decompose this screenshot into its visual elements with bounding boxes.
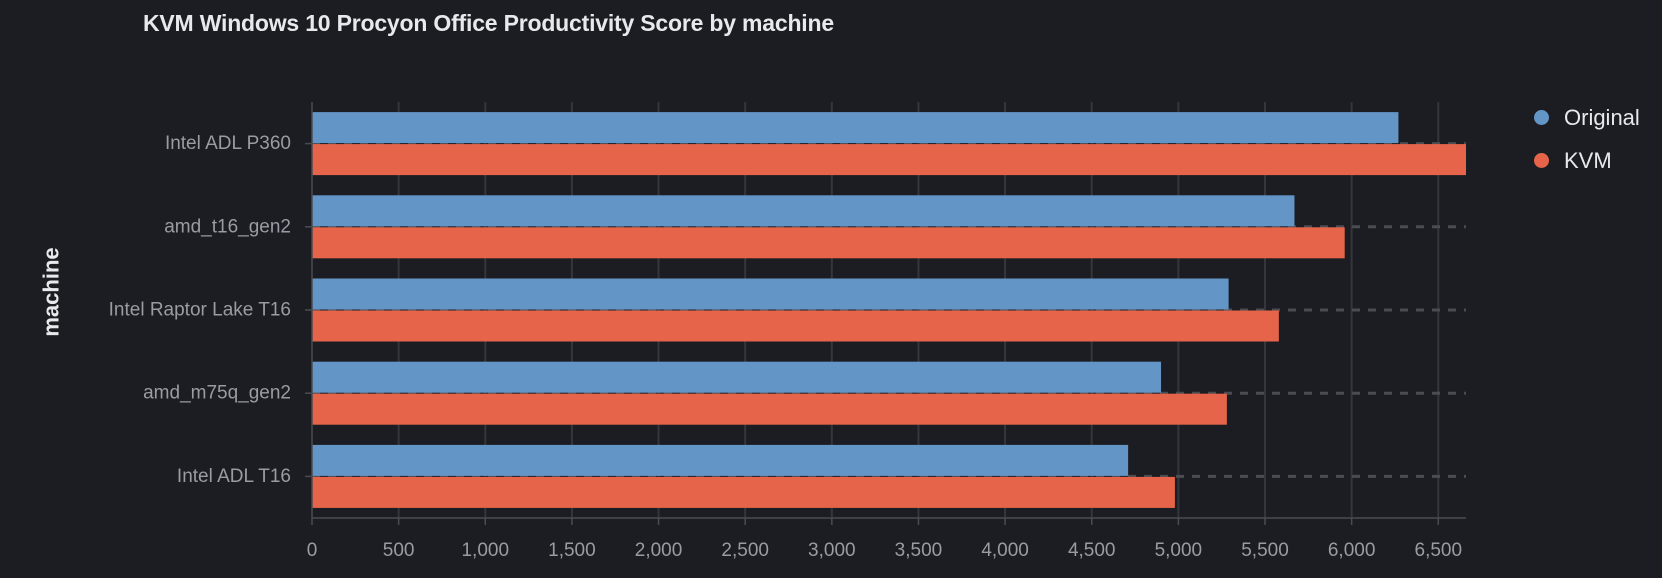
- category-label: Intel ADL P360: [165, 133, 291, 154]
- x-tick-label: 1,000: [461, 540, 509, 561]
- bar-kvm: [312, 476, 1175, 508]
- legend-item[interactable]: Original: [1534, 96, 1640, 139]
- bar-original: [312, 361, 1162, 393]
- x-tick-label: 3,000: [808, 540, 856, 561]
- bar-original: [312, 278, 1229, 310]
- x-tick-label: 6,000: [1328, 540, 1376, 561]
- bar-original: [312, 112, 1399, 144]
- legend-swatch: [1534, 110, 1549, 125]
- x-tick-label: 4,000: [981, 540, 1029, 561]
- x-tick-label: 2,000: [635, 540, 683, 561]
- x-tick-label: 6,500: [1415, 540, 1463, 561]
- legend: Original KVM: [1534, 96, 1640, 182]
- bar-kvm: [312, 227, 1345, 259]
- bar-original: [312, 195, 1295, 227]
- bar-kvm: [312, 144, 1466, 176]
- x-tick-label: 4,500: [1068, 540, 1116, 561]
- y-axis-title: machine: [39, 247, 64, 336]
- x-tick-label: 1,500: [548, 540, 596, 561]
- x-tick-label: 500: [383, 540, 415, 561]
- labels: machine 0 500 1,000 1,500 2,000 2,500 3,000 3,5…: [39, 133, 1463, 561]
- legend-item[interactable]: KVM: [1534, 139, 1640, 182]
- category-label: amd_t16_gen2: [164, 216, 291, 237]
- x-tick-label: 5,500: [1241, 540, 1289, 561]
- x-tick-label: 2,500: [721, 540, 769, 561]
- legend-label: KVM: [1564, 147, 1612, 173]
- legend-swatch: [1534, 153, 1549, 168]
- chart-title: KVM Windows 10 Procyon Office Productivi…: [143, 10, 834, 36]
- category-label: Intel ADL T16: [177, 466, 291, 487]
- axes: [305, 102, 1466, 525]
- bar-kvm: [312, 310, 1279, 342]
- x-tick-label: 0: [307, 540, 318, 561]
- bar-original: [312, 444, 1129, 476]
- bars: [312, 112, 1466, 508]
- bar-kvm: [312, 393, 1227, 425]
- category-label: amd_m75q_gen2: [143, 383, 291, 404]
- category-label: Intel Raptor Lake T16: [109, 300, 291, 321]
- x-tick-label: 5,000: [1155, 540, 1203, 561]
- x-tick-label: 3,500: [895, 540, 943, 561]
- reference-lines: [312, 142, 1466, 478]
- legend-label: Original: [1564, 104, 1640, 130]
